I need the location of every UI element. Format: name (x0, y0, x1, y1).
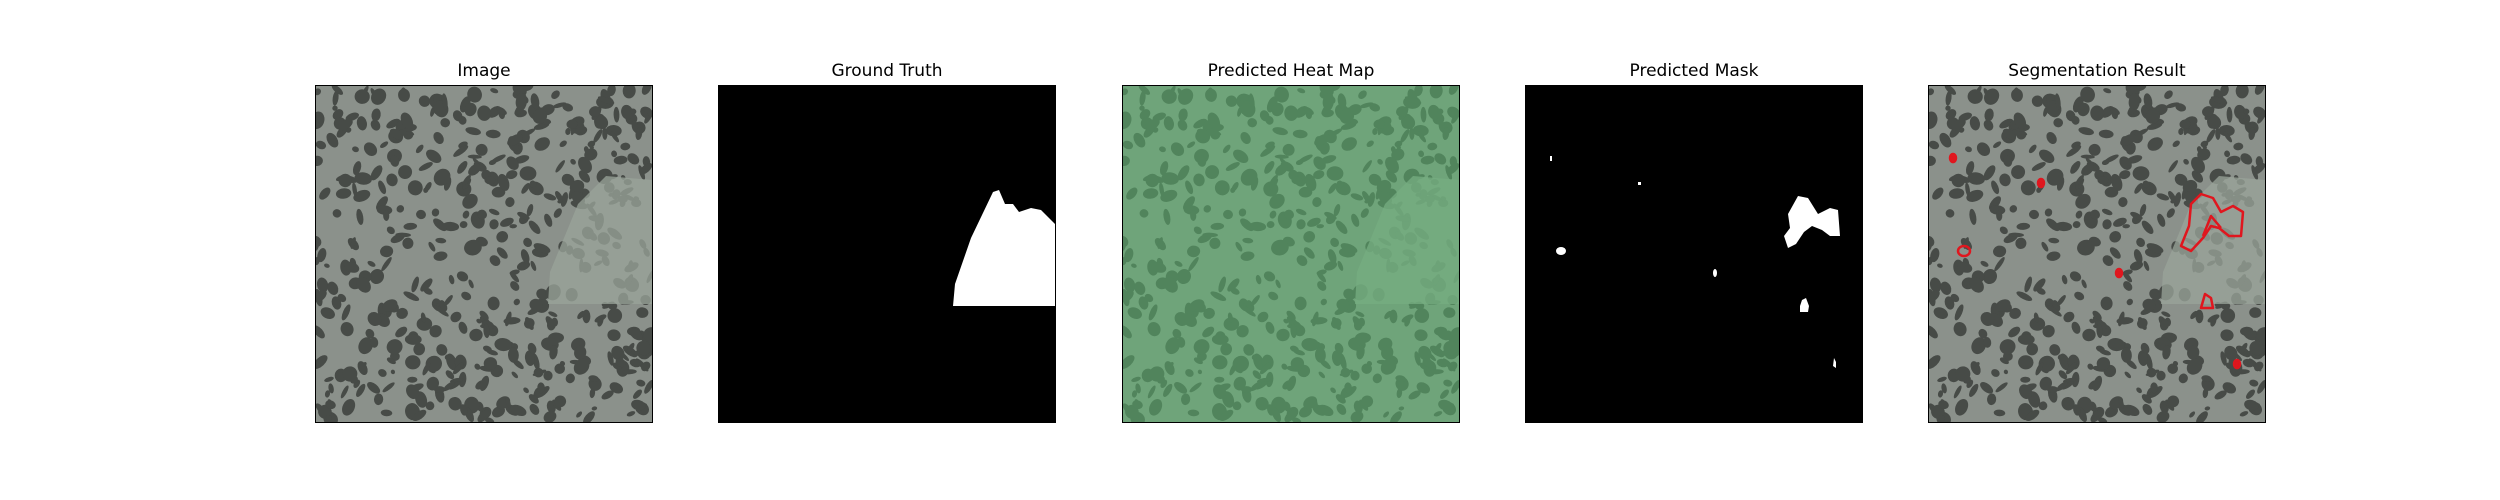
ground-truth-region (953, 190, 1055, 306)
defect-patch (548, 176, 652, 304)
heat-map-frame (1122, 85, 1460, 423)
panel-title-image: Image (457, 61, 511, 81)
image-frame (315, 85, 653, 423)
panel-title-segmentation-result: Segmentation Result (2008, 61, 2186, 81)
ground-truth-frame (718, 85, 1056, 423)
segmentation-result (1929, 86, 2265, 422)
segmentation-result-frame (1928, 85, 2266, 423)
contour-fills (1951, 155, 2239, 367)
texture-image (316, 86, 652, 422)
heat-overlay (1123, 86, 1459, 422)
ground-truth-mask (719, 86, 1055, 422)
panel-title-predicted-mask: Predicted Mask (1629, 61, 1759, 81)
panel-title-ground-truth: Ground Truth (831, 61, 943, 81)
heat-map-overlay (1123, 86, 1459, 422)
panel-title-heat-map: Predicted Heat Map (1207, 61, 1375, 81)
contour-lines (1948, 152, 2245, 370)
predicted-mask (1526, 86, 1862, 422)
predicted-mask-frame (1525, 85, 1863, 423)
texture-spots (316, 86, 652, 422)
predicted-blobs (1550, 156, 1840, 368)
